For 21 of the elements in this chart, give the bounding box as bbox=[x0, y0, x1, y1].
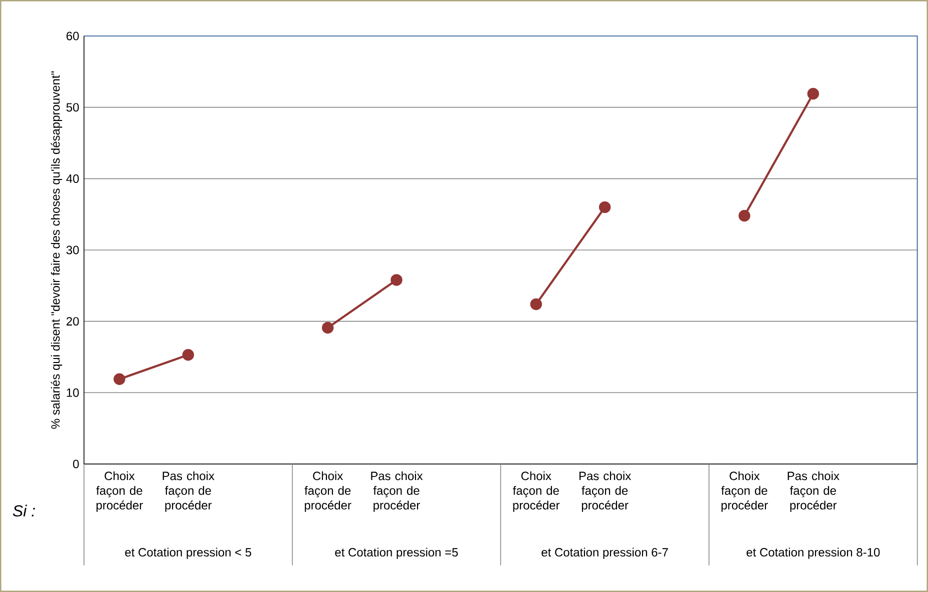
y-tick-label: 40 bbox=[66, 174, 79, 183]
y-tick-label: 0 bbox=[73, 460, 79, 468]
y-tick-label: 30 bbox=[66, 246, 79, 254]
x-tick-label: Choix façon de procéder bbox=[304, 471, 352, 512]
y-tick-label: 10 bbox=[66, 388, 79, 397]
x-tick-label: Pas choix façon de procéder bbox=[788, 471, 840, 512]
text: et Cotation pression < 5 bbox=[125, 548, 252, 559]
text: et Cotation pression =5 bbox=[335, 548, 458, 559]
y-tick-label: 20 bbox=[66, 317, 79, 326]
y-tick-label: 50 bbox=[66, 103, 79, 112]
text: Si : bbox=[12, 504, 35, 517]
text: et Cotation pression 8-10 bbox=[746, 548, 880, 559]
x-tick-label: Choix façon de procéder bbox=[512, 471, 560, 512]
x-tick-label: Pas choix façon de procéder bbox=[579, 471, 632, 512]
x-tick-label: Choix façon de procéder bbox=[96, 471, 143, 512]
y-tick-label: 60 bbox=[66, 32, 79, 40]
text: et Cotation pression 6-7 bbox=[542, 548, 668, 559]
y-axis-title: % salariés qui disent "devoir faire des choses qu'ils désapprouvent" bbox=[50, 71, 62, 429]
x-tick-label: Choix façon de procéder bbox=[721, 471, 768, 512]
x-tick-label: Pas choix façon de procéder bbox=[162, 471, 214, 512]
x-tick-label: Pas choix façon de procéder bbox=[371, 471, 423, 512]
